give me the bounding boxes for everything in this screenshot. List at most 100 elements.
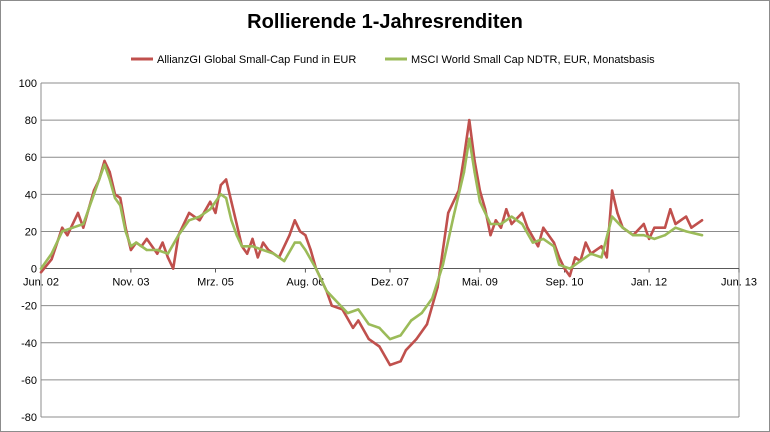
data-point [669, 208, 672, 211]
data-point [510, 215, 513, 218]
series-line [39, 118, 704, 367]
y-tick-label: 60 [25, 152, 37, 164]
data-point [447, 211, 450, 215]
data-point [298, 241, 302, 244]
y-tick-label: -20 [21, 301, 37, 313]
data-point [156, 248, 159, 252]
data-point [256, 256, 259, 259]
data-point [552, 245, 556, 248]
data-point [161, 241, 164, 244]
data-point [441, 263, 445, 266]
data-point [600, 245, 603, 248]
data-point [415, 337, 418, 341]
data-point [378, 326, 381, 330]
data-point [156, 252, 159, 255]
data-point [558, 263, 561, 266]
data-point [357, 319, 360, 322]
data-point [468, 137, 471, 140]
y-tick-label: -80 [21, 412, 37, 424]
data-point [367, 323, 370, 326]
data-point [71, 226, 74, 229]
x-tick-label: Aug. 06 [286, 277, 324, 289]
data-point [605, 256, 608, 259]
x-tick-label: Jun. 13 [721, 277, 757, 289]
data-point [478, 200, 482, 203]
data-point [584, 241, 587, 244]
data-point [309, 248, 312, 252]
data-point [39, 267, 43, 270]
data-point [129, 248, 133, 252]
y-axis-labels: 100 80 60 40 20 0 -20 -40 -60 -80 [19, 78, 37, 424]
data-point [404, 349, 408, 352]
data-point [462, 156, 466, 159]
data-point [589, 252, 593, 255]
data-point [219, 183, 222, 187]
data-point [50, 252, 53, 255]
data-point [573, 256, 577, 259]
data-point [214, 211, 217, 215]
data-point [283, 259, 286, 263]
data-point [473, 170, 476, 174]
data-point [224, 196, 228, 200]
data-point [521, 211, 524, 215]
data-point [108, 170, 111, 174]
y-tick-label: 100 [19, 78, 37, 90]
data-point [505, 208, 508, 211]
data-point [61, 230, 64, 233]
data-point [526, 226, 529, 229]
x-tick-label: Nov. 03 [112, 277, 149, 289]
data-point [700, 234, 704, 237]
data-point [39, 271, 43, 274]
data-point [330, 304, 333, 307]
legend: AllianzGI Global Small-Cap Fund in EUR M… [131, 54, 655, 66]
x-tick-label: Jan. 12 [631, 277, 667, 289]
data-point [198, 219, 201, 222]
data-point [351, 326, 355, 330]
data-point [700, 219, 704, 222]
data-point [272, 252, 275, 255]
data-point [499, 222, 503, 226]
data-point [367, 337, 370, 341]
data-point [531, 241, 534, 244]
data-point [314, 267, 318, 270]
series-1 [39, 118, 704, 367]
data-point [616, 211, 619, 215]
data-point [536, 245, 540, 248]
data-point [568, 274, 571, 278]
x-tick-label: Jun. 02 [23, 277, 59, 289]
data-point [489, 234, 492, 237]
data-point [653, 226, 656, 229]
data-point [410, 319, 413, 322]
x-axis: Jun. 02 Nov. 03 Mrz. 05 Aug. 06 Dez. 07 Mai. … [23, 268, 757, 289]
data-point [399, 334, 402, 337]
data-point [124, 230, 127, 233]
data-point [663, 226, 667, 229]
data-point [82, 226, 85, 229]
data-point [230, 200, 233, 203]
data-point [251, 245, 254, 248]
y-tick-label: 20 [25, 226, 37, 238]
data-point [187, 211, 191, 215]
legend-label-fund: AllianzGI Global Small-Cap Fund in EUR [157, 54, 356, 66]
data-point [293, 241, 296, 244]
data-point [76, 211, 80, 215]
data-point [346, 311, 349, 315]
series-2 [39, 137, 704, 341]
data-point [499, 226, 503, 229]
data-point [335, 300, 339, 304]
data-point [325, 289, 328, 292]
data-point [50, 258, 53, 261]
y-tick-label: 80 [25, 115, 37, 127]
data-point [108, 178, 111, 181]
data-point [494, 219, 497, 222]
data-point [431, 297, 434, 300]
data-point [521, 222, 524, 226]
data-point [92, 193, 96, 196]
data-point [621, 226, 624, 229]
data-point [177, 234, 180, 237]
data-point [135, 241, 138, 244]
data-point [489, 222, 492, 226]
data-point [674, 226, 677, 229]
data-point [119, 204, 122, 207]
